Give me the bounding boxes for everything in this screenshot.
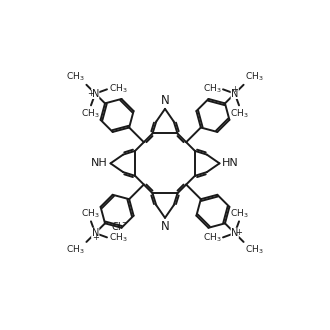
Text: +: + — [87, 89, 94, 98]
Text: N: N — [161, 94, 169, 107]
Text: NH: NH — [91, 158, 108, 168]
Text: N: N — [231, 228, 239, 238]
Text: CH$_3$: CH$_3$ — [203, 232, 221, 244]
Text: CH$_3$: CH$_3$ — [109, 232, 127, 244]
Text: CH$_3$: CH$_3$ — [81, 107, 100, 120]
Text: CH$_3$: CH$_3$ — [245, 71, 264, 83]
Text: CH$_3$: CH$_3$ — [109, 82, 127, 95]
Text: CH$_3$: CH$_3$ — [245, 243, 264, 256]
Text: CH$_3$: CH$_3$ — [230, 107, 249, 120]
Text: N: N — [231, 88, 239, 99]
Text: N: N — [161, 220, 169, 233]
Text: Cl$^-$: Cl$^-$ — [111, 220, 129, 232]
Text: N: N — [91, 88, 99, 99]
Text: CH$_3$: CH$_3$ — [66, 71, 85, 83]
Text: CH$_3$: CH$_3$ — [66, 243, 85, 256]
Text: +: + — [92, 233, 99, 242]
Text: CH$_3$: CH$_3$ — [81, 207, 100, 219]
Text: N: N — [91, 228, 99, 238]
Text: +: + — [236, 228, 243, 237]
Text: CH$_3$: CH$_3$ — [203, 82, 221, 95]
Text: CH$_3$: CH$_3$ — [230, 207, 249, 219]
Text: HN: HN — [222, 158, 239, 168]
Text: +: + — [231, 85, 238, 94]
